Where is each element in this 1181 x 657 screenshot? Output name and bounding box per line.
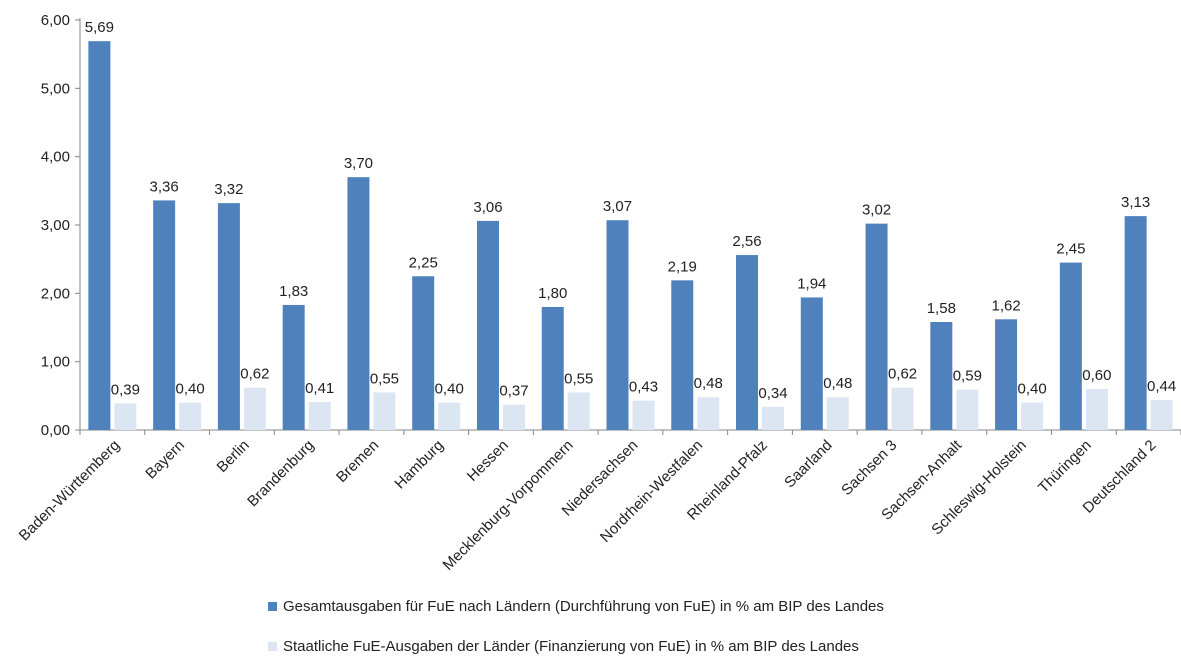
- bar-series-2: [697, 397, 720, 430]
- bar-series-1: [217, 203, 240, 430]
- bar-series-2: [1085, 389, 1108, 430]
- legend-swatch-series-1: [268, 602, 277, 611]
- data-label-series-1: 3,13: [1121, 194, 1150, 211]
- data-label-series-1: 3,02: [862, 202, 891, 219]
- data-label-series-1: 2,56: [732, 233, 761, 250]
- data-label-series-2: 0,40: [435, 381, 464, 398]
- bar-series-2: [373, 392, 396, 430]
- data-label-series-2: 0,37: [499, 383, 528, 400]
- y-tick-label: 0,00: [41, 422, 70, 439]
- bar-series-2: [179, 402, 202, 430]
- bar-series-1: [1124, 216, 1147, 430]
- legend-label-series-2: Staatliche FuE-Ausgaben der Länder (Fina…: [283, 638, 859, 655]
- data-label-series-2: 0,60: [1082, 367, 1111, 384]
- data-label-series-1: 5,69: [85, 19, 114, 36]
- bar-series-2: [243, 387, 266, 430]
- bar-series-1: [347, 177, 370, 430]
- legend-label-series-1: Gesamtausgaben für FuE nach Ländern (Dur…: [283, 598, 884, 615]
- data-label-series-2: 0,41: [305, 380, 334, 397]
- bar-series-2: [891, 387, 914, 430]
- bar-series-1: [930, 322, 953, 430]
- data-label-series-2: 0,59: [953, 368, 982, 385]
- bar-series-2: [308, 401, 331, 430]
- y-tick-label: 6,00: [41, 12, 70, 29]
- legend-item-series-2: Staatliche FuE-Ausgaben der Länder (Fina…: [268, 638, 859, 655]
- data-label-series-1: 3,06: [473, 199, 502, 216]
- category-label: Hamburg: [391, 437, 447, 493]
- data-label-series-2: 0,43: [629, 379, 658, 396]
- data-label-series-1: 1,94: [797, 275, 826, 292]
- data-label-series-1: 3,32: [214, 181, 243, 198]
- data-label-series-2: 0,48: [823, 375, 852, 392]
- data-label-series-1: 2,25: [409, 254, 438, 271]
- bar-series-1: [153, 200, 176, 430]
- bar-series-2: [956, 389, 979, 430]
- bar-series-2: [438, 402, 461, 430]
- bar-series-1: [412, 276, 435, 430]
- category-label: Thüringen: [1035, 437, 1095, 497]
- bar-series-1: [1059, 262, 1082, 430]
- data-label-series-2: 0,55: [370, 370, 399, 387]
- category-label: Bayern: [142, 437, 188, 483]
- data-label-series-2: 0,48: [694, 375, 723, 392]
- bar-series-1: [865, 223, 888, 430]
- bar-series-1: [282, 304, 305, 430]
- data-label-series-1: 3,70: [344, 155, 373, 172]
- legend-swatch-series-2: [268, 642, 277, 651]
- data-label-series-2: 0,62: [888, 366, 917, 383]
- bar-series-1: [995, 319, 1018, 430]
- bar-series-1: [88, 41, 111, 430]
- bar-series-2: [567, 392, 590, 430]
- category-label: Bremen: [333, 437, 382, 486]
- bar-series-2: [826, 397, 849, 430]
- bar-series-1: [606, 220, 629, 430]
- legend-item-series-1: Gesamtausgaben für FuE nach Ländern (Dur…: [268, 598, 884, 615]
- y-tick-label: 1,00: [41, 354, 70, 371]
- y-tick-label: 3,00: [41, 217, 70, 234]
- data-label-series-2: 0,34: [758, 385, 787, 402]
- bar-series-2: [502, 404, 525, 430]
- data-label-series-2: 0,39: [111, 381, 140, 398]
- bar-series-2: [1021, 402, 1044, 430]
- bar-series-2: [632, 400, 655, 430]
- data-label-series-1: 2,19: [668, 258, 697, 275]
- category-label: Mecklenburg-Vorpommern: [440, 437, 577, 574]
- bar-chart: 0,00 1,00 2,00 3,00 4,00 5,00 6,00 5,69 0,39 Bade…: [16, 12, 1181, 574]
- data-label-series-2: 0,40: [1017, 381, 1046, 398]
- data-label-series-1: 3,36: [150, 178, 179, 195]
- y-tick-label: 2,00: [41, 285, 70, 302]
- category-label: Hessen: [464, 437, 512, 485]
- bar-series-2: [1150, 399, 1173, 430]
- data-label-series-2: 0,62: [240, 366, 269, 383]
- y-tick-label: 5,00: [41, 80, 70, 97]
- category-label: Baden-Württemberg: [16, 437, 124, 545]
- category-label: Berlin: [214, 437, 253, 476]
- category-label: Saarland: [781, 437, 835, 491]
- category-label: Sachsen 3: [838, 437, 900, 499]
- data-label-series-2: 0,55: [564, 370, 593, 387]
- bar-series-1: [476, 220, 499, 430]
- data-label-series-1: 3,07: [603, 198, 632, 215]
- data-label-series-1: 1,58: [927, 300, 956, 317]
- data-label-series-1: 1,62: [991, 297, 1020, 314]
- data-label-series-2: 0,44: [1147, 378, 1176, 395]
- data-label-series-2: 0,40: [176, 381, 205, 398]
- bar-series-1: [800, 297, 823, 430]
- bar-series-1: [736, 255, 759, 430]
- bar-series-2: [114, 403, 137, 430]
- category-label: Brandenburg: [244, 437, 317, 510]
- y-tick-label: 4,00: [41, 149, 70, 166]
- data-label-series-1: 1,83: [279, 283, 308, 300]
- data-label-series-1: 2,45: [1056, 241, 1085, 258]
- bar-series-1: [671, 280, 694, 430]
- bar-series-1: [541, 307, 564, 430]
- bar-series-2: [762, 406, 785, 430]
- data-label-series-1: 1,80: [538, 285, 567, 302]
